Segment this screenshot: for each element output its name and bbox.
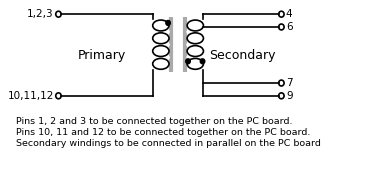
Circle shape (186, 59, 190, 64)
Text: Secondary: Secondary (209, 49, 276, 62)
Text: Secondary windings to be connected in parallel on the PC board: Secondary windings to be connected in pa… (16, 139, 321, 148)
Text: 1,2,3: 1,2,3 (27, 9, 54, 19)
Circle shape (166, 20, 170, 25)
Text: 4: 4 (286, 9, 293, 19)
Ellipse shape (187, 41, 204, 48)
Text: Pins 10, 11 and 12 to be connected together on the PC board.: Pins 10, 11 and 12 to be connected toget… (16, 128, 310, 137)
Ellipse shape (153, 54, 169, 61)
Text: 9: 9 (286, 91, 293, 101)
Text: 7: 7 (286, 78, 293, 88)
Text: 6: 6 (286, 22, 293, 32)
Text: Primary: Primary (78, 49, 126, 62)
Ellipse shape (153, 29, 169, 35)
Ellipse shape (153, 41, 169, 48)
Ellipse shape (187, 29, 204, 35)
Ellipse shape (187, 54, 204, 61)
Text: Pins 1, 2 and 3 to be connected together on the PC board.: Pins 1, 2 and 3 to be connected together… (16, 117, 292, 126)
Text: 10,11,12: 10,11,12 (7, 91, 54, 101)
Circle shape (200, 59, 205, 64)
